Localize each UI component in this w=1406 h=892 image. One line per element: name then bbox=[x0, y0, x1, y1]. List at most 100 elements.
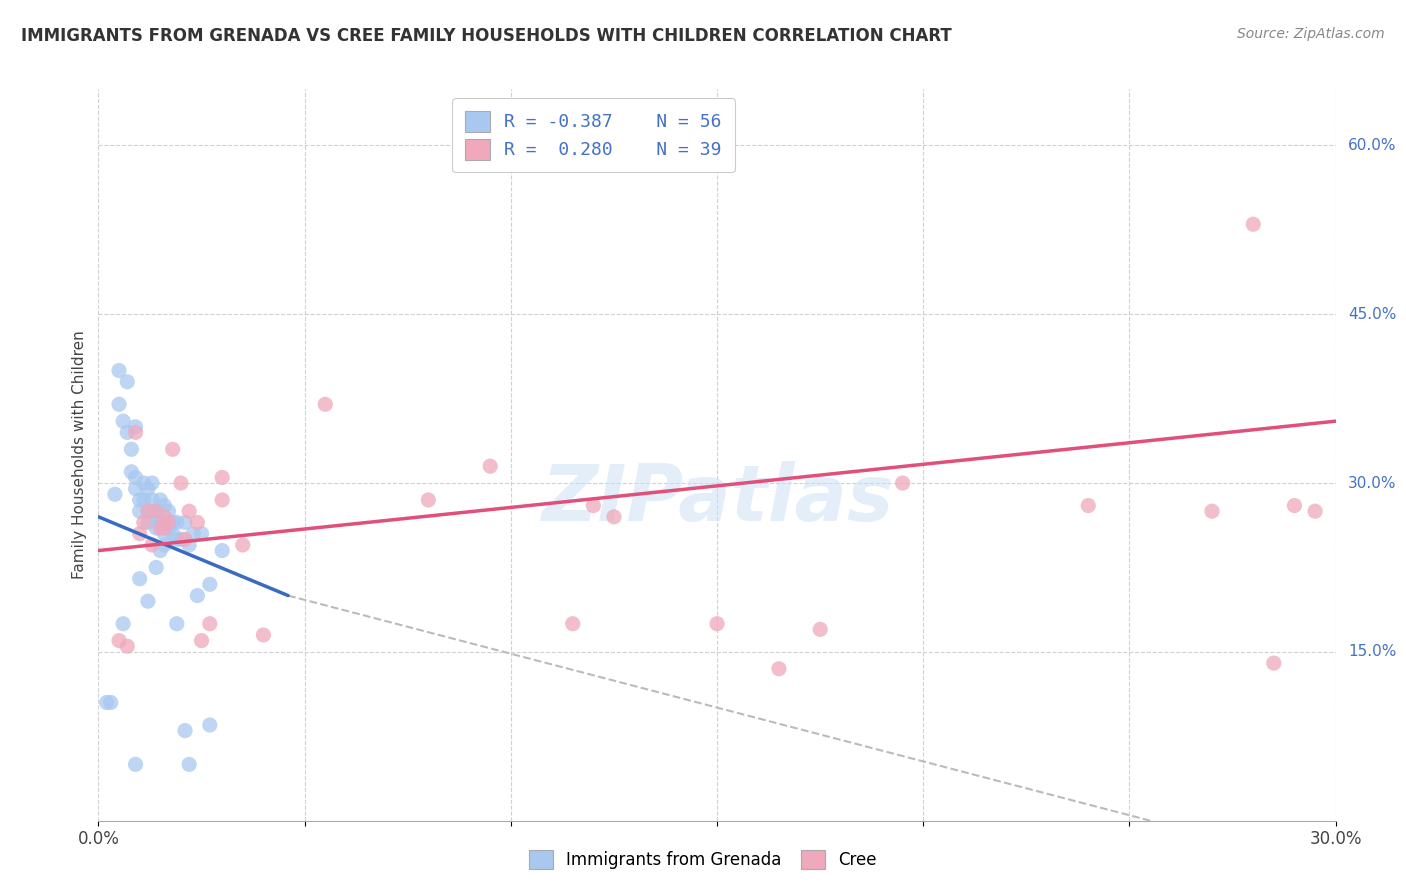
Point bbox=[190, 526, 212, 541]
Point bbox=[1263, 656, 1285, 670]
Point bbox=[181, 526, 204, 541]
Point bbox=[174, 516, 197, 530]
Point bbox=[252, 628, 274, 642]
Point bbox=[132, 492, 155, 507]
Point bbox=[479, 459, 502, 474]
Point bbox=[162, 442, 184, 457]
Point bbox=[198, 577, 221, 591]
Point bbox=[124, 419, 146, 434]
Point bbox=[232, 538, 254, 552]
Point bbox=[117, 375, 139, 389]
Text: 45.0%: 45.0% bbox=[1348, 307, 1396, 322]
Point bbox=[314, 397, 336, 411]
Point bbox=[808, 623, 831, 637]
Point bbox=[141, 476, 163, 491]
Point bbox=[108, 397, 131, 411]
Point bbox=[162, 526, 184, 541]
Legend: R = -0.387    N = 56, R =  0.280    N = 39: R = -0.387 N = 56, R = 0.280 N = 39 bbox=[453, 98, 734, 172]
Point bbox=[117, 425, 139, 440]
Point bbox=[120, 465, 142, 479]
Point bbox=[128, 492, 150, 507]
Point bbox=[153, 521, 176, 535]
Y-axis label: Family Households with Children: Family Households with Children bbox=[72, 331, 87, 579]
Point bbox=[211, 543, 233, 558]
Point bbox=[211, 492, 233, 507]
Text: 60.0%: 60.0% bbox=[1348, 138, 1396, 153]
Point bbox=[145, 560, 167, 574]
Point bbox=[132, 476, 155, 491]
Point bbox=[104, 487, 127, 501]
Legend: Immigrants from Grenada, Cree: Immigrants from Grenada, Cree bbox=[519, 840, 887, 880]
Point bbox=[132, 516, 155, 530]
Point bbox=[145, 504, 167, 518]
Point bbox=[141, 538, 163, 552]
Point bbox=[211, 470, 233, 484]
Point bbox=[891, 476, 914, 491]
Point bbox=[153, 516, 176, 530]
Text: 30.0%: 30.0% bbox=[1348, 475, 1396, 491]
Point bbox=[124, 425, 146, 440]
Text: IMMIGRANTS FROM GRENADA VS CREE FAMILY HOUSEHOLDS WITH CHILDREN CORRELATION CHAR: IMMIGRANTS FROM GRENADA VS CREE FAMILY H… bbox=[21, 27, 952, 45]
Point bbox=[136, 504, 159, 518]
Point bbox=[157, 504, 180, 518]
Point bbox=[170, 533, 193, 547]
Point bbox=[149, 516, 172, 530]
Point bbox=[128, 572, 150, 586]
Point bbox=[418, 492, 440, 507]
Point bbox=[174, 533, 197, 547]
Point bbox=[136, 516, 159, 530]
Text: 15.0%: 15.0% bbox=[1348, 644, 1396, 659]
Point bbox=[124, 482, 146, 496]
Point bbox=[108, 363, 131, 377]
Point bbox=[768, 662, 790, 676]
Point bbox=[157, 521, 180, 535]
Point bbox=[124, 757, 146, 772]
Point bbox=[145, 504, 167, 518]
Point bbox=[1303, 504, 1326, 518]
Point bbox=[166, 516, 188, 530]
Point bbox=[162, 516, 184, 530]
Point bbox=[136, 504, 159, 518]
Point bbox=[157, 516, 180, 530]
Point bbox=[198, 616, 221, 631]
Point bbox=[128, 504, 150, 518]
Point bbox=[124, 470, 146, 484]
Point bbox=[149, 492, 172, 507]
Point bbox=[179, 504, 201, 518]
Point bbox=[136, 594, 159, 608]
Point bbox=[179, 538, 201, 552]
Point bbox=[190, 633, 212, 648]
Text: ZIPatlas: ZIPatlas bbox=[541, 461, 893, 537]
Point bbox=[174, 723, 197, 738]
Point bbox=[100, 696, 122, 710]
Point bbox=[141, 504, 163, 518]
Point bbox=[128, 526, 150, 541]
Point bbox=[120, 442, 142, 457]
Point bbox=[179, 757, 201, 772]
Point bbox=[153, 499, 176, 513]
Point bbox=[186, 516, 208, 530]
Text: Source: ZipAtlas.com: Source: ZipAtlas.com bbox=[1237, 27, 1385, 41]
Point bbox=[1284, 499, 1306, 513]
Point bbox=[603, 509, 626, 524]
Point bbox=[561, 616, 583, 631]
Point bbox=[198, 718, 221, 732]
Point bbox=[1077, 499, 1099, 513]
Point bbox=[141, 492, 163, 507]
Point bbox=[1201, 504, 1223, 518]
Point bbox=[96, 696, 118, 710]
Point bbox=[153, 526, 176, 541]
Point bbox=[112, 414, 135, 428]
Point bbox=[1241, 217, 1264, 231]
Point bbox=[136, 482, 159, 496]
Point bbox=[166, 616, 188, 631]
Point bbox=[145, 521, 167, 535]
Point bbox=[166, 533, 188, 547]
Point bbox=[149, 521, 172, 535]
Point bbox=[117, 639, 139, 653]
Point bbox=[108, 633, 131, 648]
Point bbox=[170, 476, 193, 491]
Point bbox=[112, 616, 135, 631]
Point bbox=[582, 499, 605, 513]
Point bbox=[149, 543, 172, 558]
